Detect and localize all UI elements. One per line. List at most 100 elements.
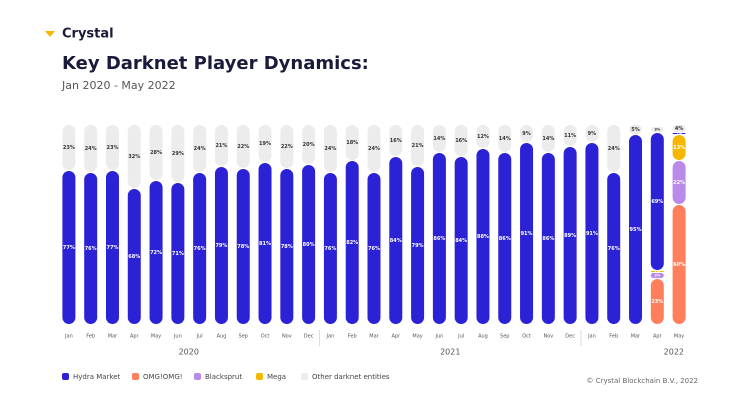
value-label: 22%: [237, 144, 249, 150]
x-tick-label: Dec: [565, 334, 575, 340]
x-tick-label: Jul: [457, 334, 464, 340]
x-tick-label: Feb: [609, 334, 618, 340]
bar-segment: [541, 125, 555, 152]
x-tick-label: Nov: [543, 334, 553, 340]
bar-segment: [280, 169, 294, 324]
value-label: 12%: [477, 134, 489, 140]
bar-segment: [105, 171, 119, 324]
footer: © Crystal Blockchain B.V., 2022: [586, 377, 698, 385]
x-tick-label: Nov: [282, 334, 292, 340]
chart-subtitle: Jan 2020 - May 2022: [61, 79, 176, 92]
bar-segment: [629, 125, 643, 134]
bar-segment: [411, 125, 425, 166]
bar-segment: [127, 125, 141, 188]
bar-segment: [258, 163, 272, 324]
bar-segment: [171, 125, 185, 182]
bar-segment: [345, 125, 359, 160]
bar-segment: [171, 183, 185, 324]
value-label: 72%: [150, 250, 162, 256]
bar-segment: [389, 125, 403, 156]
x-tick-label: Jan: [587, 334, 596, 340]
value-label: 3%: [654, 128, 660, 132]
value-label: 11%: [564, 133, 576, 139]
value-label: 23%: [63, 145, 75, 151]
value-label: 77%: [106, 245, 118, 251]
value-label: 76%: [85, 246, 97, 252]
value-label: 76%: [368, 246, 380, 252]
legend-swatch: [256, 373, 263, 380]
bar-segment: [672, 135, 686, 160]
value-label: 80%: [303, 242, 315, 248]
x-tick-label: Feb: [348, 334, 357, 340]
bar-segment: [498, 153, 512, 324]
legend-swatch: [301, 373, 308, 380]
value-label: 18%: [346, 140, 358, 146]
bar-segment: [367, 125, 381, 172]
x-tick-label: Jun: [434, 334, 443, 340]
value-label: 24%: [608, 146, 620, 152]
value-label: 9%: [522, 131, 531, 137]
bar-segment: [345, 161, 359, 324]
value-label: 23%: [651, 299, 663, 305]
bar-segment: [498, 125, 512, 152]
legend-label: OMG!OMG!: [143, 373, 183, 381]
bar-segment: [302, 125, 316, 164]
value-label: 68%: [128, 254, 140, 260]
brand-icon: [45, 31, 55, 37]
value-label: 76%: [608, 246, 620, 252]
value-label: 5%: [631, 127, 640, 133]
bar-segment: [411, 167, 425, 324]
value-label: 28%: [150, 150, 162, 156]
value-label: 84%: [390, 238, 402, 244]
value-label: 3%: [654, 274, 660, 278]
value-label: 24%: [324, 146, 336, 152]
bar-segment: [236, 169, 250, 324]
value-label: 21%: [215, 143, 227, 149]
legend-swatch: [62, 373, 69, 380]
legend-swatch: [132, 373, 139, 380]
value-label: 23%: [106, 145, 118, 151]
value-label: 22%: [673, 180, 685, 186]
bar-segment: [585, 143, 599, 324]
x-tick-label: May: [674, 334, 684, 340]
x-tick-label: Feb: [86, 334, 95, 340]
brand: Crystal: [62, 27, 114, 42]
bar-segment: [62, 125, 76, 170]
bar-segment: [323, 125, 337, 172]
bar-segment: [650, 273, 664, 278]
bar-segment: [672, 125, 686, 132]
value-label: 14%: [542, 136, 554, 142]
value-label: 79%: [215, 243, 227, 249]
bar-segment: [563, 125, 577, 146]
bar-segment: [84, 173, 98, 324]
bar-segment: [323, 173, 337, 324]
bar-segment: [672, 161, 686, 204]
value-label: 84%: [455, 238, 467, 244]
value-label: 13%: [673, 145, 685, 151]
bar-segment: [541, 153, 555, 324]
value-label: 9%: [588, 131, 597, 137]
bar-segment: [607, 173, 621, 324]
x-tick-label: Apr: [391, 334, 401, 340]
bar-segment: [258, 125, 272, 162]
value-label: 19%: [259, 141, 271, 147]
bar-segment: [650, 127, 664, 132]
legend-label: Blacksprut: [205, 373, 242, 381]
value-label: 16%: [455, 138, 467, 144]
value-label: 14%: [433, 136, 445, 142]
bar-segment: [214, 167, 228, 324]
value-label: 78%: [281, 244, 293, 250]
value-label: 24%: [194, 146, 206, 152]
bar-segment: [193, 173, 207, 324]
bar-segment: [432, 125, 446, 152]
x-tick-label: Oct: [261, 334, 270, 340]
x-tick-label: Mar: [108, 334, 118, 340]
year-label: 2020: [179, 348, 199, 357]
bar-segment: [454, 157, 468, 324]
x-tick-label: Jan: [326, 334, 335, 340]
value-label: 88%: [477, 234, 489, 240]
value-label: 89%: [564, 233, 576, 239]
value-label: 77%: [63, 245, 75, 251]
bar-segment: [84, 125, 98, 172]
